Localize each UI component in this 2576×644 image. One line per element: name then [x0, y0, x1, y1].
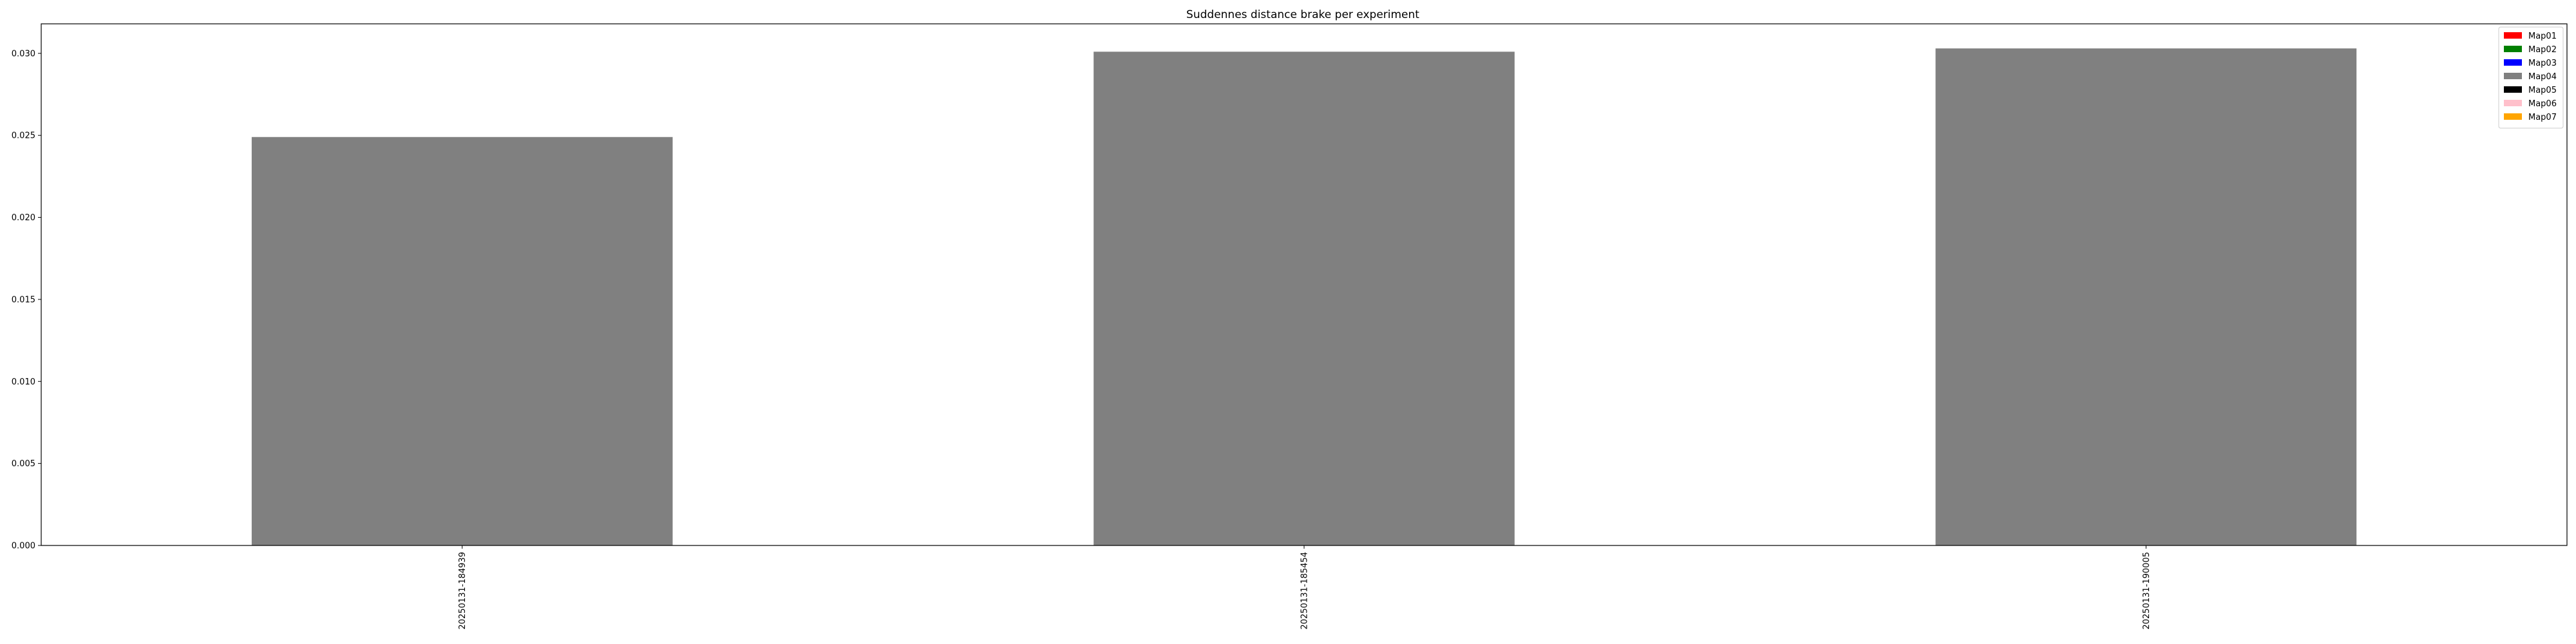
x-tick-label: 20250131-190005	[2142, 552, 2152, 630]
legend-label-map03: Map03	[2528, 59, 2557, 68]
legend-label-map01: Map01	[2528, 32, 2557, 41]
legend-swatch-map03	[2504, 59, 2522, 66]
bar-20250131-185454	[1094, 52, 1515, 546]
y-tick-label: 0.015	[12, 295, 35, 305]
legend-swatch-map07	[2504, 113, 2522, 120]
legend-label-map04: Map04	[2528, 72, 2557, 82]
x-axis: 20250131-184939 20250131-185454 20250131-1…	[458, 545, 2152, 630]
legend: Map01 Map02 Map03 Map04 Map05 Map06 Map07	[2498, 26, 2564, 129]
chart-title: Suddennes distance brake per experiment	[1186, 8, 1419, 21]
legend-swatch-map05	[2504, 86, 2522, 93]
legend-label-map02: Map02	[2528, 45, 2557, 55]
legend-swatch-map04	[2504, 73, 2522, 79]
plot-area	[41, 23, 2568, 546]
bar-20250131-184939	[251, 137, 673, 546]
y-tick-label: 0.025	[12, 131, 35, 141]
y-tick-label: 0.030	[12, 49, 35, 59]
x-tick-label: 20250131-185454	[1300, 552, 1310, 630]
bar-20250131-190005	[1935, 48, 2357, 546]
y-tick-label: 0.020	[12, 213, 35, 223]
legend-label-map07: Map07	[2528, 113, 2557, 122]
y-tick-label: 0.010	[12, 377, 35, 387]
y-tick-label: 0.005	[12, 459, 35, 469]
legend-swatch-map06	[2504, 100, 2522, 106]
x-tick-label: 20250131-184939	[458, 552, 468, 630]
y-axis: 0.000 0.005 0.010 0.015 0.020 0.025 0.030	[12, 49, 41, 551]
legend-label-map06: Map06	[2528, 99, 2557, 109]
legend-swatch-map02	[2504, 46, 2522, 52]
legend-swatch-map01	[2504, 32, 2522, 39]
y-tick-label: 0.000	[12, 542, 35, 551]
legend-label-map05: Map05	[2528, 86, 2557, 95]
